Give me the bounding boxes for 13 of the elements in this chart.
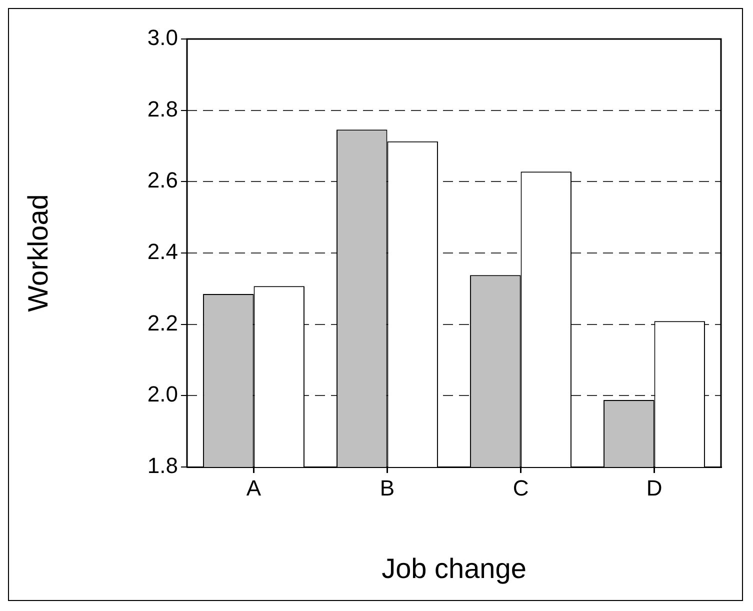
y-tick-label: 2.6	[147, 168, 178, 193]
x-axis-title: Job change	[382, 552, 526, 584]
y-tick-label: 3.0	[147, 25, 178, 50]
y-axis-title: Workload	[22, 194, 54, 312]
y-tick-label: 1.8	[147, 453, 178, 478]
y-tick-label: 2.8	[147, 96, 178, 122]
y-tick-label: 2.2	[147, 310, 178, 336]
x-tick-label: D	[646, 475, 662, 500]
x-tick-label: A	[246, 475, 262, 500]
y-tick-label: 2.4	[147, 239, 178, 264]
x-tick-label: C	[512, 475, 529, 500]
y-tick-label: 2.0	[147, 382, 178, 407]
x-tick-label: B	[380, 475, 395, 500]
